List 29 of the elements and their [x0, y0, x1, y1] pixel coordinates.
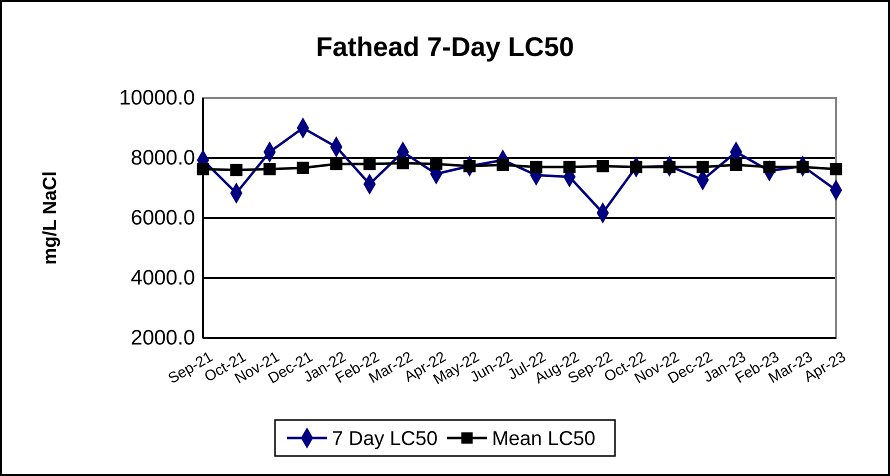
- point: [763, 160, 776, 174]
- point: [730, 158, 742, 172]
- point: [796, 160, 809, 174]
- point: [196, 162, 210, 176]
- point: [596, 160, 609, 172]
- chart-title: Fathead 7-Day LC50: [316, 32, 574, 62]
- y-tick-label: 10000.0: [119, 86, 195, 110]
- point: [463, 160, 476, 172]
- point: [630, 160, 642, 174]
- y-tick-label: 8000.0: [130, 146, 195, 170]
- point: [496, 158, 509, 172]
- point: [396, 156, 410, 170]
- point: [696, 160, 709, 174]
- point: [563, 160, 576, 174]
- point: [264, 162, 276, 176]
- point: [363, 158, 376, 170]
- point: [296, 162, 310, 174]
- point: [230, 164, 242, 176]
- point: [830, 162, 842, 176]
- point: [330, 158, 342, 170]
- point: [430, 158, 442, 170]
- y-tick-label: 6000.0: [130, 206, 195, 230]
- legend-label: 7 Day LC50: [332, 428, 438, 450]
- y-tick-label: 4000.0: [130, 266, 195, 290]
- y-axis-title: mg/L NaCl: [40, 171, 61, 265]
- legend-label: Mean LC50: [492, 428, 596, 450]
- y-tick-label: 2000.0: [130, 326, 195, 350]
- point: [663, 160, 676, 174]
- point: [530, 160, 542, 174]
